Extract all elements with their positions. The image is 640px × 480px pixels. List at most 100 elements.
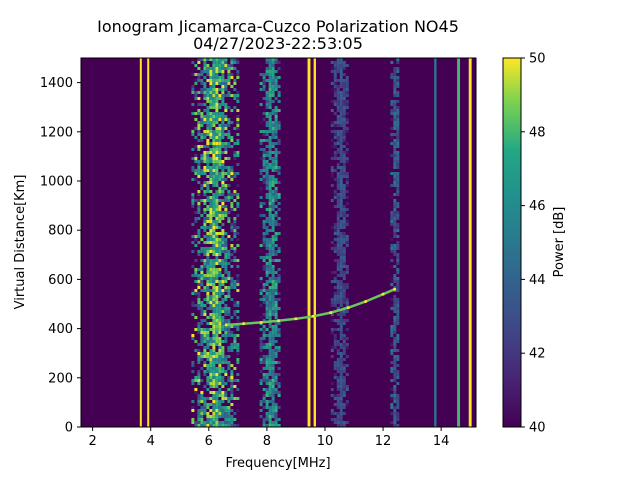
- heatmap-cell: [212, 346, 216, 349]
- heatmap-cell: [393, 304, 397, 307]
- heatmap-cell: [224, 184, 228, 187]
- heatmap-cell: [339, 235, 343, 238]
- heatmap-cell: [200, 283, 204, 286]
- heatmap-cell: [209, 208, 213, 211]
- heatmap-cell: [212, 199, 216, 202]
- heatmap-cell: [209, 166, 213, 169]
- heatmap-cell: [339, 391, 343, 394]
- heatmap-cell: [215, 394, 219, 397]
- heatmap-cell: [268, 217, 272, 220]
- heatmap-cell: [393, 157, 397, 160]
- heatmap-cell: [393, 418, 397, 421]
- heatmap-cell: [393, 337, 397, 340]
- heatmap-cell: [336, 124, 340, 127]
- heatmap-cell: [227, 415, 231, 418]
- heatmap-cell: [396, 373, 400, 376]
- heatmap-cell: [221, 64, 225, 67]
- heatmap-cell: [277, 322, 281, 325]
- heatmap-cell: [339, 418, 343, 421]
- heatmap-cell: [203, 373, 207, 376]
- heatmap-cell: [339, 118, 343, 121]
- heatmap-cell: [339, 133, 343, 136]
- heatmap-cell: [265, 289, 269, 292]
- heatmap-cell: [200, 268, 204, 271]
- heatmap-cell: [265, 97, 269, 100]
- heatmap-cell: [342, 163, 346, 166]
- heatmap-cell: [396, 205, 400, 208]
- heatmap-cell: [345, 385, 349, 388]
- heatmap-cell: [197, 277, 201, 280]
- heatmap-cell: [271, 181, 275, 184]
- heatmap-cell: [197, 295, 201, 298]
- heatmap-cell: [218, 226, 222, 229]
- heatmap-cell: [224, 148, 228, 151]
- heatmap-cell: [333, 151, 337, 154]
- heatmap-cell: [277, 208, 281, 211]
- heatmap-cell: [330, 319, 334, 322]
- heatmap-cell: [224, 58, 228, 61]
- heatmap-cell: [221, 250, 225, 253]
- heatmap-cell: [233, 232, 237, 235]
- heatmap-cell: [218, 301, 222, 304]
- heatmap-cell: [259, 280, 263, 283]
- heatmap-cell: [218, 355, 222, 358]
- heatmap-cell: [215, 319, 219, 322]
- heatmap-cell: [393, 364, 397, 367]
- heatmap-cell: [236, 196, 240, 199]
- heatmap-cell: [221, 124, 225, 127]
- heatmap-cell: [268, 175, 272, 178]
- heatmap-cell: [396, 394, 400, 397]
- heatmap-cell: [342, 172, 346, 175]
- heatmap-cell: [218, 352, 222, 355]
- heatmap-cell: [203, 286, 207, 289]
- y-tick-label: 800: [48, 224, 73, 239]
- heatmap-cell: [230, 325, 234, 328]
- heatmap-cell: [339, 178, 343, 181]
- heatmap-cell: [194, 391, 198, 394]
- heatmap-cell: [215, 91, 219, 94]
- heatmap-cell: [218, 268, 222, 271]
- heatmap-cell: [209, 106, 213, 109]
- heatmap-cell: [206, 118, 210, 121]
- heatmap-cell: [333, 340, 337, 343]
- heatmap-cell: [197, 124, 201, 127]
- heatmap-cell: [194, 220, 198, 223]
- heatmap-cell: [206, 175, 210, 178]
- heatmap-cell: [339, 211, 343, 214]
- heatmap-cell: [215, 142, 219, 145]
- heatmap-cell: [221, 211, 225, 214]
- heatmap-cell: [236, 277, 240, 280]
- heatmap-cell: [339, 346, 343, 349]
- heatmap-cell: [215, 355, 219, 358]
- heatmap-cell: [224, 67, 228, 70]
- heatmap-cell: [203, 97, 207, 100]
- heatmap-cell: [339, 124, 343, 127]
- heatmap-cell: [274, 127, 278, 130]
- heatmap-cell: [265, 418, 269, 421]
- heatmap-cell: [233, 247, 237, 250]
- heatmap-cell: [330, 88, 334, 91]
- heatmap-cell: [221, 400, 225, 403]
- heatmap-cell: [268, 421, 272, 424]
- heatmap-cell: [271, 169, 275, 172]
- heatmap-cell: [259, 187, 263, 190]
- heatmap-cell: [274, 82, 278, 85]
- heatmap-cell: [200, 82, 204, 85]
- heatmap-cell: [271, 331, 275, 334]
- heatmap-cell: [265, 247, 269, 250]
- heatmap-cell: [206, 106, 210, 109]
- heatmap-cell: [393, 274, 397, 277]
- heatmap-cell: [274, 187, 278, 190]
- heatmap-cell: [209, 328, 213, 331]
- heatmap-cell: [221, 355, 225, 358]
- heatmap-cell: [203, 400, 207, 403]
- heatmap-cell: [333, 394, 337, 397]
- heatmap-cell: [209, 190, 213, 193]
- heatmap-cell: [330, 349, 334, 352]
- heatmap-cell: [268, 268, 272, 271]
- heatmap-cell: [336, 286, 340, 289]
- heatmap-cell: [215, 163, 219, 166]
- heatmap-cell: [197, 415, 201, 418]
- heatmap-cell: [396, 187, 400, 190]
- heatmap-cell: [345, 175, 349, 178]
